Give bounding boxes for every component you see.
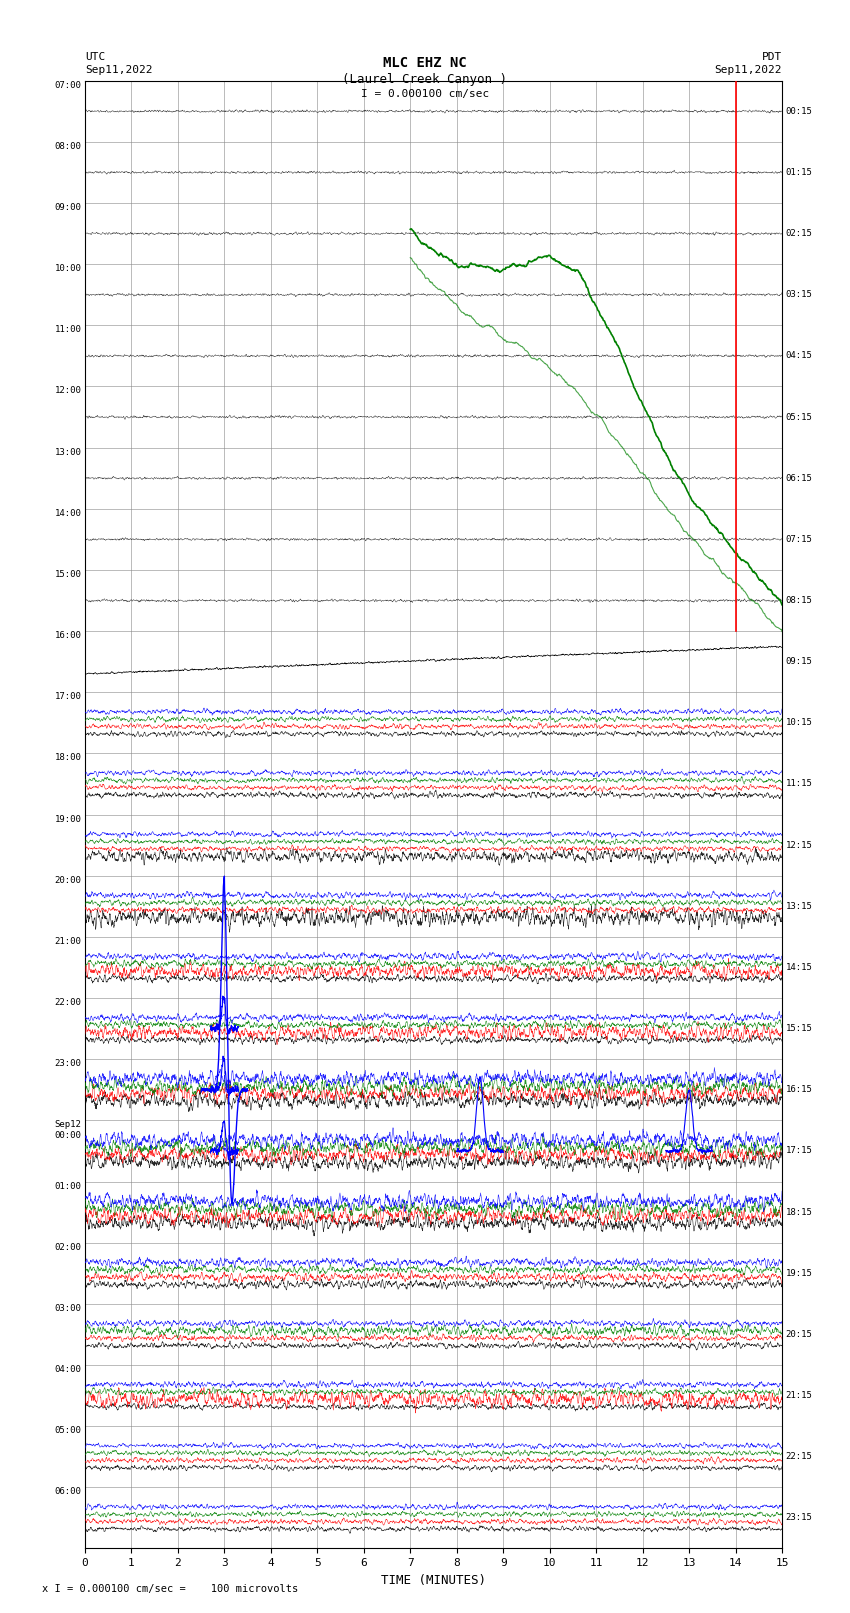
Text: 00:15: 00:15	[785, 106, 813, 116]
Text: 05:15: 05:15	[785, 413, 813, 421]
Text: 07:15: 07:15	[785, 536, 813, 544]
Text: 14:00: 14:00	[54, 508, 82, 518]
Text: 06:15: 06:15	[785, 474, 813, 482]
Text: 17:15: 17:15	[785, 1147, 813, 1155]
Text: 16:00: 16:00	[54, 631, 82, 640]
Text: 20:00: 20:00	[54, 876, 82, 884]
Text: 10:15: 10:15	[785, 718, 813, 727]
Text: 15:15: 15:15	[785, 1024, 813, 1032]
Text: 01:15: 01:15	[785, 168, 813, 177]
Text: 22:00: 22:00	[54, 998, 82, 1007]
Text: 22:15: 22:15	[785, 1452, 813, 1461]
Text: 09:15: 09:15	[785, 656, 813, 666]
Text: Sep11,2022: Sep11,2022	[85, 65, 152, 74]
Text: 05:00: 05:00	[54, 1426, 82, 1436]
Text: 08:15: 08:15	[785, 597, 813, 605]
Text: 04:00: 04:00	[54, 1365, 82, 1374]
Text: 21:00: 21:00	[54, 937, 82, 945]
Text: 13:15: 13:15	[785, 902, 813, 911]
X-axis label: TIME (MINUTES): TIME (MINUTES)	[381, 1574, 486, 1587]
Text: 09:00: 09:00	[54, 203, 82, 211]
Text: x I = 0.000100 cm/sec =    100 microvolts: x I = 0.000100 cm/sec = 100 microvolts	[42, 1584, 298, 1594]
Text: 12:00: 12:00	[54, 387, 82, 395]
Text: 03:00: 03:00	[54, 1303, 82, 1313]
Text: 18:15: 18:15	[785, 1208, 813, 1216]
Text: (Laurel Creek Canyon ): (Laurel Creek Canyon )	[343, 73, 507, 85]
Text: MLC EHZ NC: MLC EHZ NC	[383, 56, 467, 71]
Text: 21:15: 21:15	[785, 1390, 813, 1400]
Text: 08:00: 08:00	[54, 142, 82, 150]
Text: 23:15: 23:15	[785, 1513, 813, 1523]
Text: 20:15: 20:15	[785, 1331, 813, 1339]
Text: 10:00: 10:00	[54, 265, 82, 273]
Text: 16:15: 16:15	[785, 1086, 813, 1094]
Text: 19:15: 19:15	[785, 1269, 813, 1277]
Text: 07:00: 07:00	[54, 81, 82, 90]
Text: 06:00: 06:00	[54, 1487, 82, 1497]
Text: 13:00: 13:00	[54, 447, 82, 456]
Text: PDT: PDT	[762, 52, 782, 61]
Text: 15:00: 15:00	[54, 569, 82, 579]
Text: 14:15: 14:15	[785, 963, 813, 973]
Text: Sep12
00:00: Sep12 00:00	[54, 1121, 82, 1140]
Text: 11:15: 11:15	[785, 779, 813, 789]
Text: UTC: UTC	[85, 52, 105, 61]
Text: 17:00: 17:00	[54, 692, 82, 702]
Text: 11:00: 11:00	[54, 326, 82, 334]
Text: 01:00: 01:00	[54, 1181, 82, 1190]
Text: 19:00: 19:00	[54, 815, 82, 824]
Text: 02:15: 02:15	[785, 229, 813, 239]
Text: I = 0.000100 cm/sec: I = 0.000100 cm/sec	[361, 89, 489, 98]
Text: 23:00: 23:00	[54, 1060, 82, 1068]
Text: Sep11,2022: Sep11,2022	[715, 65, 782, 74]
Text: 04:15: 04:15	[785, 352, 813, 360]
Text: 03:15: 03:15	[785, 290, 813, 298]
Text: 12:15: 12:15	[785, 840, 813, 850]
Text: 02:00: 02:00	[54, 1242, 82, 1252]
Text: 18:00: 18:00	[54, 753, 82, 763]
